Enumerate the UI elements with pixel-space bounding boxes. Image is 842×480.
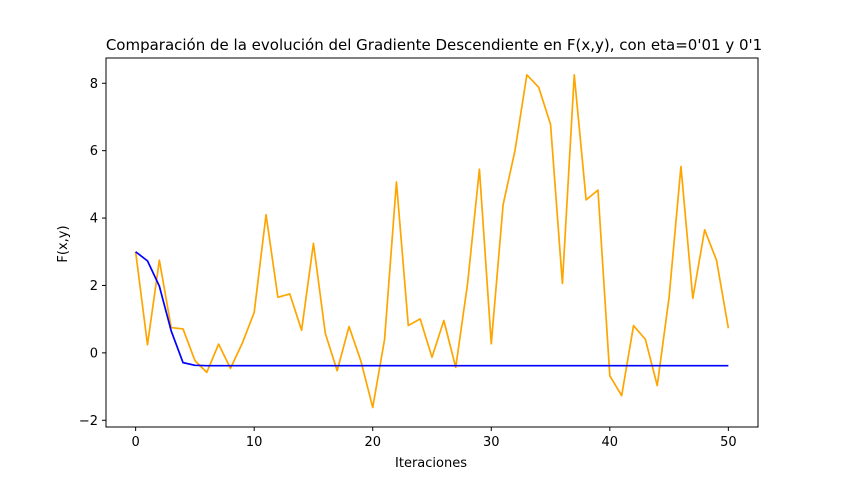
- y-tick-label: −2: [79, 414, 98, 429]
- x-tick-label: 10: [246, 435, 263, 450]
- series-line-1: [134, 73, 730, 409]
- chart-title: Comparación de la evolución del Gradient…: [106, 36, 762, 54]
- series-line-2: [135, 251, 729, 367]
- x-tick-label: 30: [483, 435, 500, 450]
- y-tick-label: 2: [90, 279, 98, 294]
- y-axis-label: F(x,y): [56, 225, 71, 262]
- y-tick-label: 8: [90, 77, 98, 92]
- ticks-layer: 0 10 20 30 40 50 −2 0 2 4 6 8: [79, 77, 737, 450]
- plot-frame: [105, 57, 759, 428]
- y-tick-label: 4: [90, 212, 98, 227]
- x-axis-label: Iteraciones: [395, 456, 467, 471]
- x-tick-label: 0: [131, 435, 139, 450]
- x-tick-label: 50: [720, 435, 737, 450]
- y-tick-label: 0: [90, 346, 98, 361]
- x-tick-label: 40: [602, 435, 619, 450]
- y-tick-label: 6: [90, 144, 98, 159]
- series-layer: [134, 73, 730, 409]
- x-tick-label: 20: [364, 435, 381, 450]
